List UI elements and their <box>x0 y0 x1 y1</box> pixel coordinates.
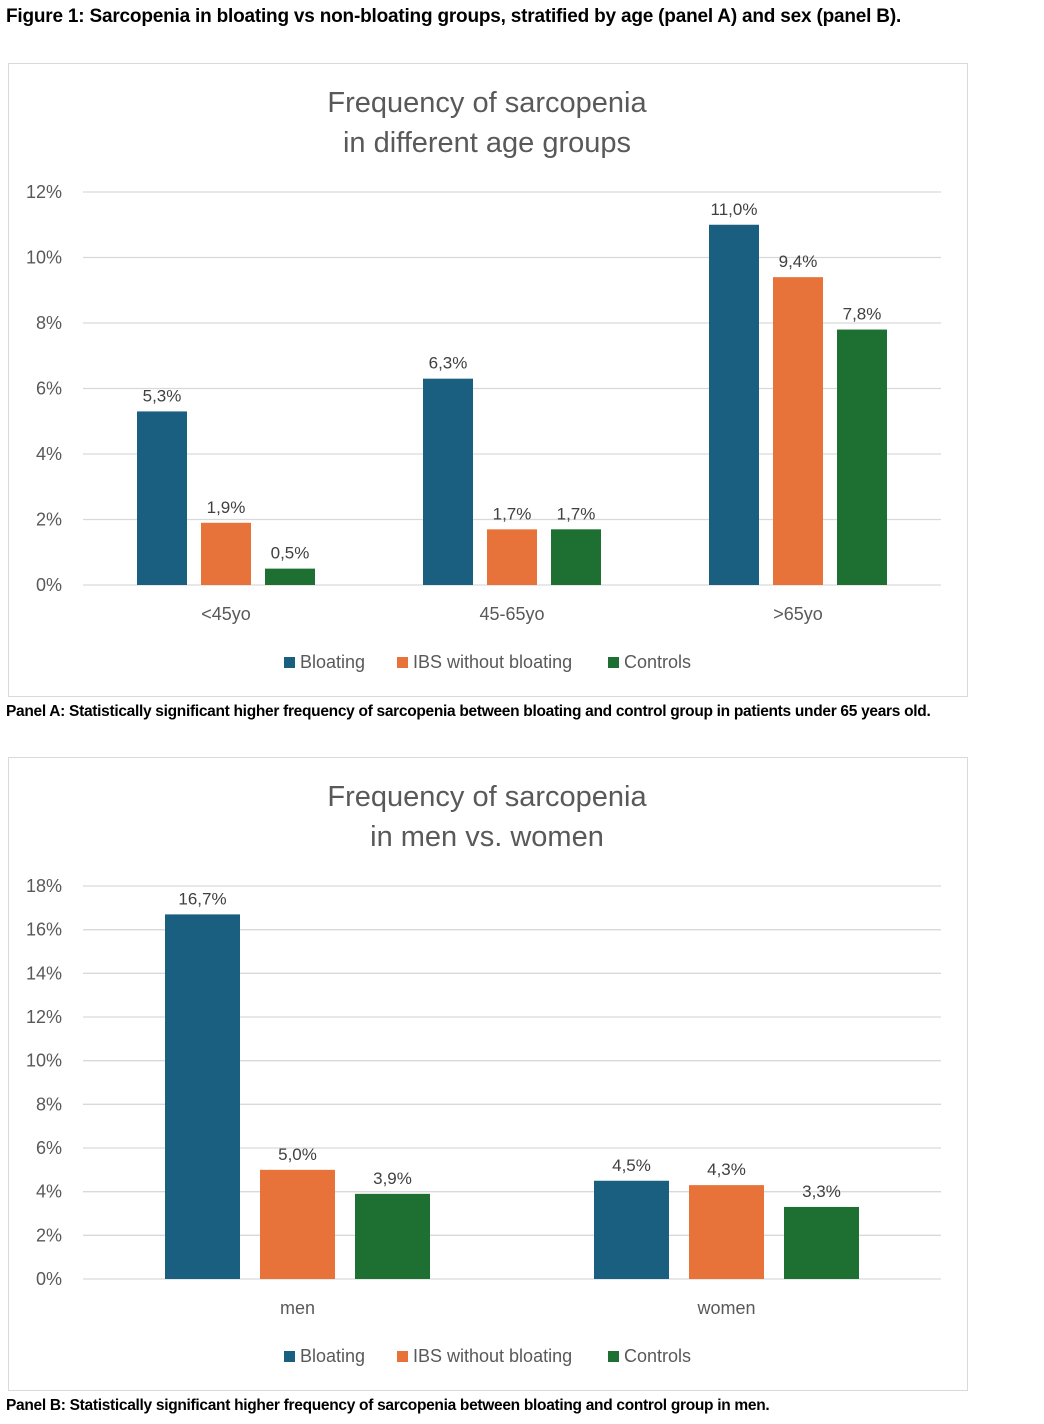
chart-b-y-tick-label: 0% <box>36 1269 62 1289</box>
chart-a-y-tick-label: 0% <box>36 575 62 595</box>
chart-a-y-tick-label: 4% <box>36 444 62 464</box>
chart-b-data-label: 3,9% <box>373 1169 412 1188</box>
chart-a-data-label: 7,8% <box>843 305 882 324</box>
chart-a-category-label: <45yo <box>201 604 251 624</box>
chart-a-legend-label: IBS without bloating <box>413 652 572 672</box>
chart-a-bar-controls <box>551 529 601 585</box>
chart-b-category-label: men <box>280 1298 315 1318</box>
chart-b-y-tick-label: 18% <box>26 876 62 896</box>
chart-a-legend-swatch <box>284 657 295 668</box>
chart-b-legend-swatch <box>397 1351 408 1362</box>
chart-b-data-label: 5,0% <box>278 1145 317 1164</box>
chart-b-y-tick-label: 4% <box>36 1182 62 1202</box>
chart-a-y-tick-label: 6% <box>36 379 62 399</box>
chart-b-legend-swatch <box>284 1351 295 1362</box>
chart-b-data-label: 3,3% <box>802 1182 841 1201</box>
chart-a-data-label: 6,3% <box>429 354 468 373</box>
chart-b-title-line-2: in men vs. women <box>370 821 604 853</box>
chart-a-data-label: 0,5% <box>271 544 310 563</box>
chart-a-bar-controls <box>837 329 887 585</box>
chart-a-svg: Frequency of sarcopenia in different age … <box>26 87 941 672</box>
chart-a-data-label: 5,3% <box>143 386 182 405</box>
chart-a-bar-ibs-without-bloating <box>201 522 251 585</box>
chart-b-y-tick-label: 14% <box>26 963 62 983</box>
chart-a-bar-bloating <box>423 378 473 585</box>
chart-b-title-line-1: Frequency of sarcopenia <box>327 781 647 813</box>
chart-b-bar-controls <box>355 1193 430 1279</box>
chart-a-bar-bloating <box>137 411 187 585</box>
chart-b-y-tick-label: 10% <box>26 1051 62 1071</box>
chart-a-title-line-2: in different age groups <box>343 127 631 159</box>
chart-a-data-label: 9,4% <box>779 252 818 271</box>
chart-a-bar-ibs-without-bloating <box>773 277 823 585</box>
chart-a-category-label: 45-65yo <box>479 604 544 624</box>
chart-b-legend-label: Bloating <box>300 1346 365 1366</box>
chart-b-bar-ibs-without-bloating <box>689 1185 764 1279</box>
chart-b-y-tick-label: 12% <box>26 1007 62 1027</box>
chart-b-y-tick-label: 8% <box>36 1094 62 1114</box>
chart-a-legend-swatch <box>397 657 408 668</box>
chart-panel-b: Frequency of sarcopenia in men vs. women 0… <box>8 757 968 1391</box>
chart-a-title-line-1: Frequency of sarcopenia <box>327 87 647 119</box>
panel-a-caption: Panel A: Statistically significant highe… <box>6 703 931 720</box>
figure-title: Figure 1: Sarcopenia in bloating vs non-… <box>6 6 902 27</box>
chart-a-bar-bloating <box>709 224 759 585</box>
chart-b-y-tick-label: 2% <box>36 1225 62 1245</box>
chart-b-bar-bloating <box>165 914 240 1279</box>
chart-a-legend-label: Controls <box>624 652 691 672</box>
chart-a-bar-controls <box>265 568 315 585</box>
chart-b-y-tick-label: 6% <box>36 1138 62 1158</box>
chart-b-data-label: 4,5% <box>612 1156 651 1175</box>
chart-a-legend-label: Bloating <box>300 652 365 672</box>
chart-b-legend-label: IBS without bloating <box>413 1346 572 1366</box>
chart-b-data-label: 4,3% <box>707 1160 746 1179</box>
chart-b-bar-controls <box>784 1206 859 1279</box>
chart-b-bar-bloating <box>594 1180 669 1279</box>
chart-b-category-label: women <box>696 1298 755 1318</box>
chart-a-bar-ibs-without-bloating <box>487 529 537 585</box>
chart-panel-a: Frequency of sarcopenia in different age … <box>8 63 968 697</box>
chart-a-data-label: 1,9% <box>207 498 246 517</box>
panel-b-caption: Panel B: Statistically significant highe… <box>6 1397 770 1414</box>
chart-b-y-tick-label: 16% <box>26 920 62 940</box>
chart-a-y-tick-label: 10% <box>26 248 62 268</box>
chart-b-bar-ibs-without-bloating <box>260 1169 335 1279</box>
chart-a-y-tick-label: 2% <box>36 510 62 530</box>
chart-b-legend-swatch <box>608 1351 619 1362</box>
chart-a-y-tick-label: 12% <box>26 182 62 202</box>
chart-b-legend-label: Controls <box>624 1346 691 1366</box>
chart-a-legend-swatch <box>608 657 619 668</box>
chart-a-data-label: 1,7% <box>493 504 532 523</box>
chart-b-data-label: 16,7% <box>178 889 226 908</box>
chart-a-y-tick-label: 8% <box>36 313 62 333</box>
chart-a-data-label: 1,7% <box>557 504 596 523</box>
chart-b-svg: Frequency of sarcopenia in men vs. women 0… <box>26 781 941 1366</box>
chart-a-category-label: >65yo <box>773 604 823 624</box>
chart-a-data-label: 11,0% <box>711 200 758 219</box>
